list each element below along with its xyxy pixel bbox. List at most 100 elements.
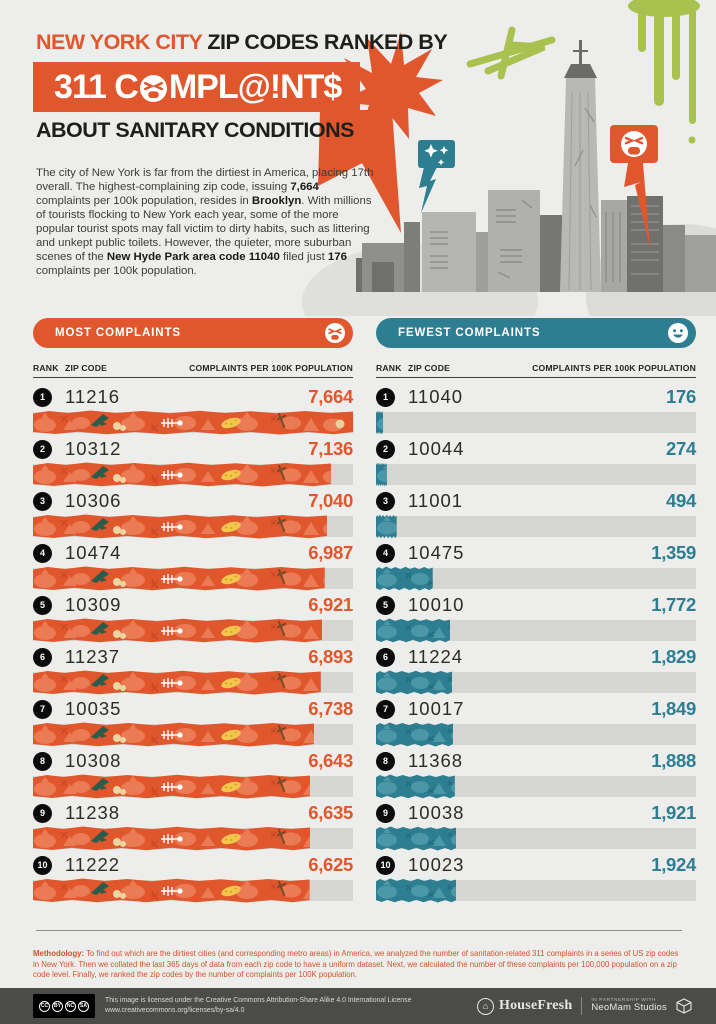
- trash-texture: [377, 672, 453, 691]
- corn-cob: [221, 833, 241, 845]
- trash-texture: [377, 464, 388, 483]
- zip-code: 11040: [408, 386, 464, 407]
- apple-core: [113, 474, 126, 483]
- fewest-complaints-table: FEWEST COMPLAINTS RANK ZIP CODE COMPLAIN…: [376, 318, 696, 905]
- divider-line: [36, 930, 682, 931]
- hill-shape: [586, 224, 716, 316]
- rank-badge: 5: [376, 595, 395, 615]
- rank-header: RANK: [376, 363, 402, 373]
- bar-fill: [33, 722, 315, 747]
- row-label-line: 2 10044 274: [376, 437, 696, 461]
- rank-number: 8: [382, 756, 388, 766]
- value-header: COMPLAINTS PER 100K POPULATION: [532, 363, 696, 373]
- complaints-value: 6,893: [308, 646, 353, 667]
- rank-badge: 4: [376, 543, 395, 563]
- row-label-line: 2 10312 7,136: [33, 437, 353, 461]
- zip-code: 11001: [408, 490, 464, 511]
- trash-texture: [34, 516, 327, 537]
- rank-number: 3: [382, 496, 388, 506]
- fish-bone: [161, 678, 183, 688]
- rank-badge: 10: [376, 855, 395, 875]
- angry-face-icon: [139, 74, 167, 102]
- fish-bone: [161, 834, 183, 844]
- bar-fill: [33, 670, 321, 695]
- zip-code: 10474: [65, 542, 122, 563]
- rank-badge: 5: [33, 595, 52, 615]
- trash-texture: [34, 828, 311, 849]
- cc-sa-icon: SA: [78, 1000, 89, 1012]
- complaints-value: 6,635: [308, 802, 353, 823]
- complaints-value: 7,664: [308, 386, 353, 407]
- bar-track: [376, 722, 696, 747]
- trash-texture: [377, 776, 455, 795]
- zip-code: 11368: [408, 750, 464, 771]
- zip-code: 11222: [65, 854, 121, 875]
- cc-nc-icon: NC: [65, 1000, 76, 1012]
- section-title: FEWEST COMPLAINTS: [398, 327, 541, 339]
- twig: [276, 672, 287, 689]
- fish-bone: [161, 782, 183, 792]
- bar-track: [33, 462, 353, 487]
- table-row: 5 10309 6,921: [33, 593, 353, 645]
- bar-fill: [33, 618, 322, 643]
- bar-track: [33, 566, 353, 591]
- apple-core: [113, 786, 126, 795]
- column-headers: RANK ZIP CODE COMPLAINTS PER 100K POPULA…: [376, 363, 696, 378]
- methodology-label: Methodology:: [33, 948, 85, 958]
- bar-fill: [376, 410, 384, 435]
- rank-number: 4: [382, 548, 388, 558]
- complaints-value: 1,849: [651, 698, 696, 719]
- apple-core: [113, 526, 126, 535]
- corn-cob: [221, 677, 241, 689]
- apple-core: [113, 682, 126, 691]
- bar-track: [376, 514, 696, 539]
- zip-header: ZIP CODE: [65, 363, 108, 373]
- bar-fill: [33, 566, 325, 591]
- table-row: 7 10035 6,738: [33, 697, 353, 749]
- trash-texture: [34, 568, 325, 589]
- zip-code: 10017: [408, 698, 465, 719]
- fish-bone: [161, 886, 183, 896]
- bar-fill: [376, 878, 457, 903]
- apple-core: [113, 838, 126, 847]
- table-row: 7 10017 1,849: [376, 697, 696, 749]
- table-row: 8 11368 1,888: [376, 749, 696, 801]
- footer-bar: CC BY NC SA This image is licensed under th…: [0, 988, 716, 1024]
- fish-bone: [161, 418, 183, 428]
- rank-number: 2: [382, 444, 388, 454]
- complaints-value: 274: [666, 438, 696, 459]
- trash-texture: [377, 568, 433, 587]
- table-row: 8 10308 6,643: [33, 749, 353, 801]
- rank-badge: 1: [33, 387, 52, 407]
- twig: [276, 880, 287, 897]
- bar-track: [376, 826, 696, 851]
- rank-badge: 9: [33, 803, 52, 823]
- rank-badge: 2: [376, 439, 395, 459]
- fish-bone: [161, 522, 183, 532]
- angry-face-icon: [325, 323, 345, 343]
- fish-bone: [161, 626, 183, 636]
- row-label-line: 9 11238 6,635: [33, 801, 353, 825]
- table-row: 6 11237 6,893: [33, 645, 353, 697]
- graffiti-plane-icon: [466, 26, 556, 80]
- bar-fill: [33, 878, 310, 903]
- zip-code: 10023: [408, 854, 465, 875]
- complaints-value: 1,888: [651, 750, 696, 771]
- table-row: 2 10044 274: [376, 437, 696, 489]
- bar-track: [376, 618, 696, 643]
- corn-cob: [221, 469, 241, 481]
- bar-track: [33, 722, 353, 747]
- license-url: www.creativecommons.org/licenses/by-sa/4…: [105, 1007, 245, 1014]
- title-banner: 311 C MPL@!NT$: [33, 62, 360, 112]
- rank-badge: 6: [33, 647, 52, 667]
- bar-track: [33, 826, 353, 851]
- trash-texture: [34, 880, 310, 901]
- rank-badge: 4: [33, 543, 52, 563]
- title-highlight: NEW YORK CITY: [36, 30, 202, 54]
- zip-code: 10010: [408, 594, 465, 615]
- rank-number: 8: [39, 756, 45, 766]
- row-label-line: 5 10309 6,921: [33, 593, 353, 617]
- trash-texture: [34, 672, 319, 693]
- complaints-value: 6,987: [308, 542, 353, 563]
- table-row: 10 11222 6,625: [33, 853, 353, 905]
